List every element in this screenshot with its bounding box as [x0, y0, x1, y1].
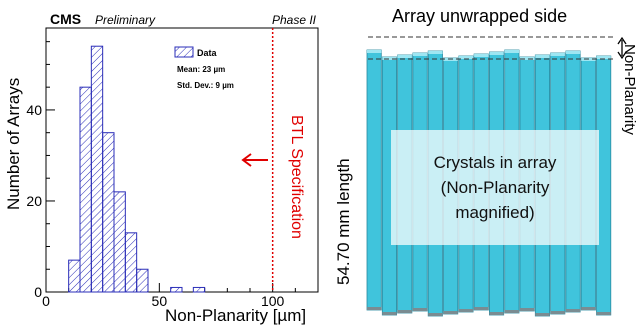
- crystal-top-face: [520, 57, 535, 60]
- caption-line-1: Crystals in array: [433, 153, 557, 172]
- length-label: 54.70 mm length: [334, 158, 353, 285]
- caption-line-2: (Non-Planarity: [440, 178, 550, 197]
- nonplanarity-label: Non-Planarity: [621, 44, 638, 135]
- x-tick-label: 0: [42, 293, 50, 309]
- crystal-bottom-face: [550, 311, 565, 314]
- nonplanarity-arrow: [617, 36, 627, 60]
- x-tick-label: 50: [152, 293, 168, 309]
- crystal-top-face: [428, 51, 443, 54]
- histogram-bar: [113, 191, 126, 293]
- legend-mean: Mean: 23 µm: [177, 65, 225, 74]
- crystal-top-face: [489, 52, 504, 55]
- crystal-top-face: [458, 56, 474, 59]
- btl-specification-label: BTL Specification: [288, 115, 305, 239]
- caption-line-3: magnified): [455, 203, 535, 222]
- crystal-bar: [366, 49, 382, 311]
- histogram-bar: [124, 232, 138, 293]
- crystal-top-face: [565, 51, 581, 54]
- crystal-bottom-face: [504, 310, 519, 313]
- histogram-bar: [90, 45, 104, 293]
- histogram-bar: [79, 86, 92, 293]
- crystal-bottom-face: [581, 307, 596, 310]
- histogram-bars: [68, 45, 206, 293]
- x-tick-label: 100: [261, 293, 285, 309]
- histogram-bar: [170, 286, 183, 293]
- crystal-top-face: [412, 53, 428, 56]
- crystal-bottom-face: [596, 312, 611, 315]
- y-tick-label: 0: [34, 284, 42, 300]
- crystal-bottom-face: [535, 313, 550, 316]
- crystal-top-face: [504, 50, 519, 53]
- crystal-bottom-face: [458, 309, 474, 312]
- spec-arrow: [241, 153, 268, 167]
- crystal-bottom-face: [428, 313, 443, 316]
- histogram-bar: [68, 259, 81, 293]
- crystal-bottom-face: [382, 312, 397, 315]
- status-label: Preliminary: [95, 13, 156, 27]
- crystal-top-face: [474, 54, 489, 57]
- crystal-bottom-face: [474, 307, 489, 310]
- histogram-bar: [192, 286, 206, 293]
- crystal-caption-box: Crystals in array (Non-Planarity magnifi…: [391, 130, 599, 245]
- crystal-top-face: [367, 50, 382, 53]
- legend-label: Data: [197, 48, 218, 58]
- experiment-label: CMS: [50, 11, 81, 27]
- crystal-bottom-face: [565, 309, 581, 312]
- y-axis: 0 20 40: [26, 41, 55, 300]
- legend-swatch: [174, 46, 194, 58]
- diagram-title: Array unwrapped side: [392, 6, 568, 26]
- y-tick-label: 20: [26, 193, 42, 209]
- crystal-top-face: [596, 56, 611, 59]
- crystal-bottom-face: [520, 308, 535, 311]
- legend: Data Mean: 23 µm Std. Dev.: 9 µm: [174, 46, 234, 90]
- crystal-bottom-face: [489, 312, 504, 315]
- crystal-bottom-face: [412, 308, 428, 311]
- x-axis-label: Non-Planarity [µm]: [165, 306, 307, 325]
- histogram-bar: [102, 132, 115, 293]
- crystal-top-face: [397, 55, 412, 58]
- crystal-bottom-face: [397, 310, 412, 313]
- crystal-bottom-face: [443, 311, 458, 314]
- phase-label: Phase II: [272, 13, 317, 27]
- crystal-top-face: [382, 57, 397, 60]
- histogram-bar: [136, 268, 149, 293]
- y-tick-label: 40: [26, 102, 42, 118]
- legend-std: Std. Dev.: 9 µm: [177, 81, 234, 90]
- crystal-top-face: [535, 55, 550, 58]
- crystal-bottom-face: [367, 307, 382, 310]
- histogram-chart: 0 20 40 0 50 100 CMS Preliminary Phase II Da…: [26, 11, 319, 309]
- y-axis-label: Number of Arrays: [4, 77, 23, 210]
- crystal-top-face: [550, 53, 565, 56]
